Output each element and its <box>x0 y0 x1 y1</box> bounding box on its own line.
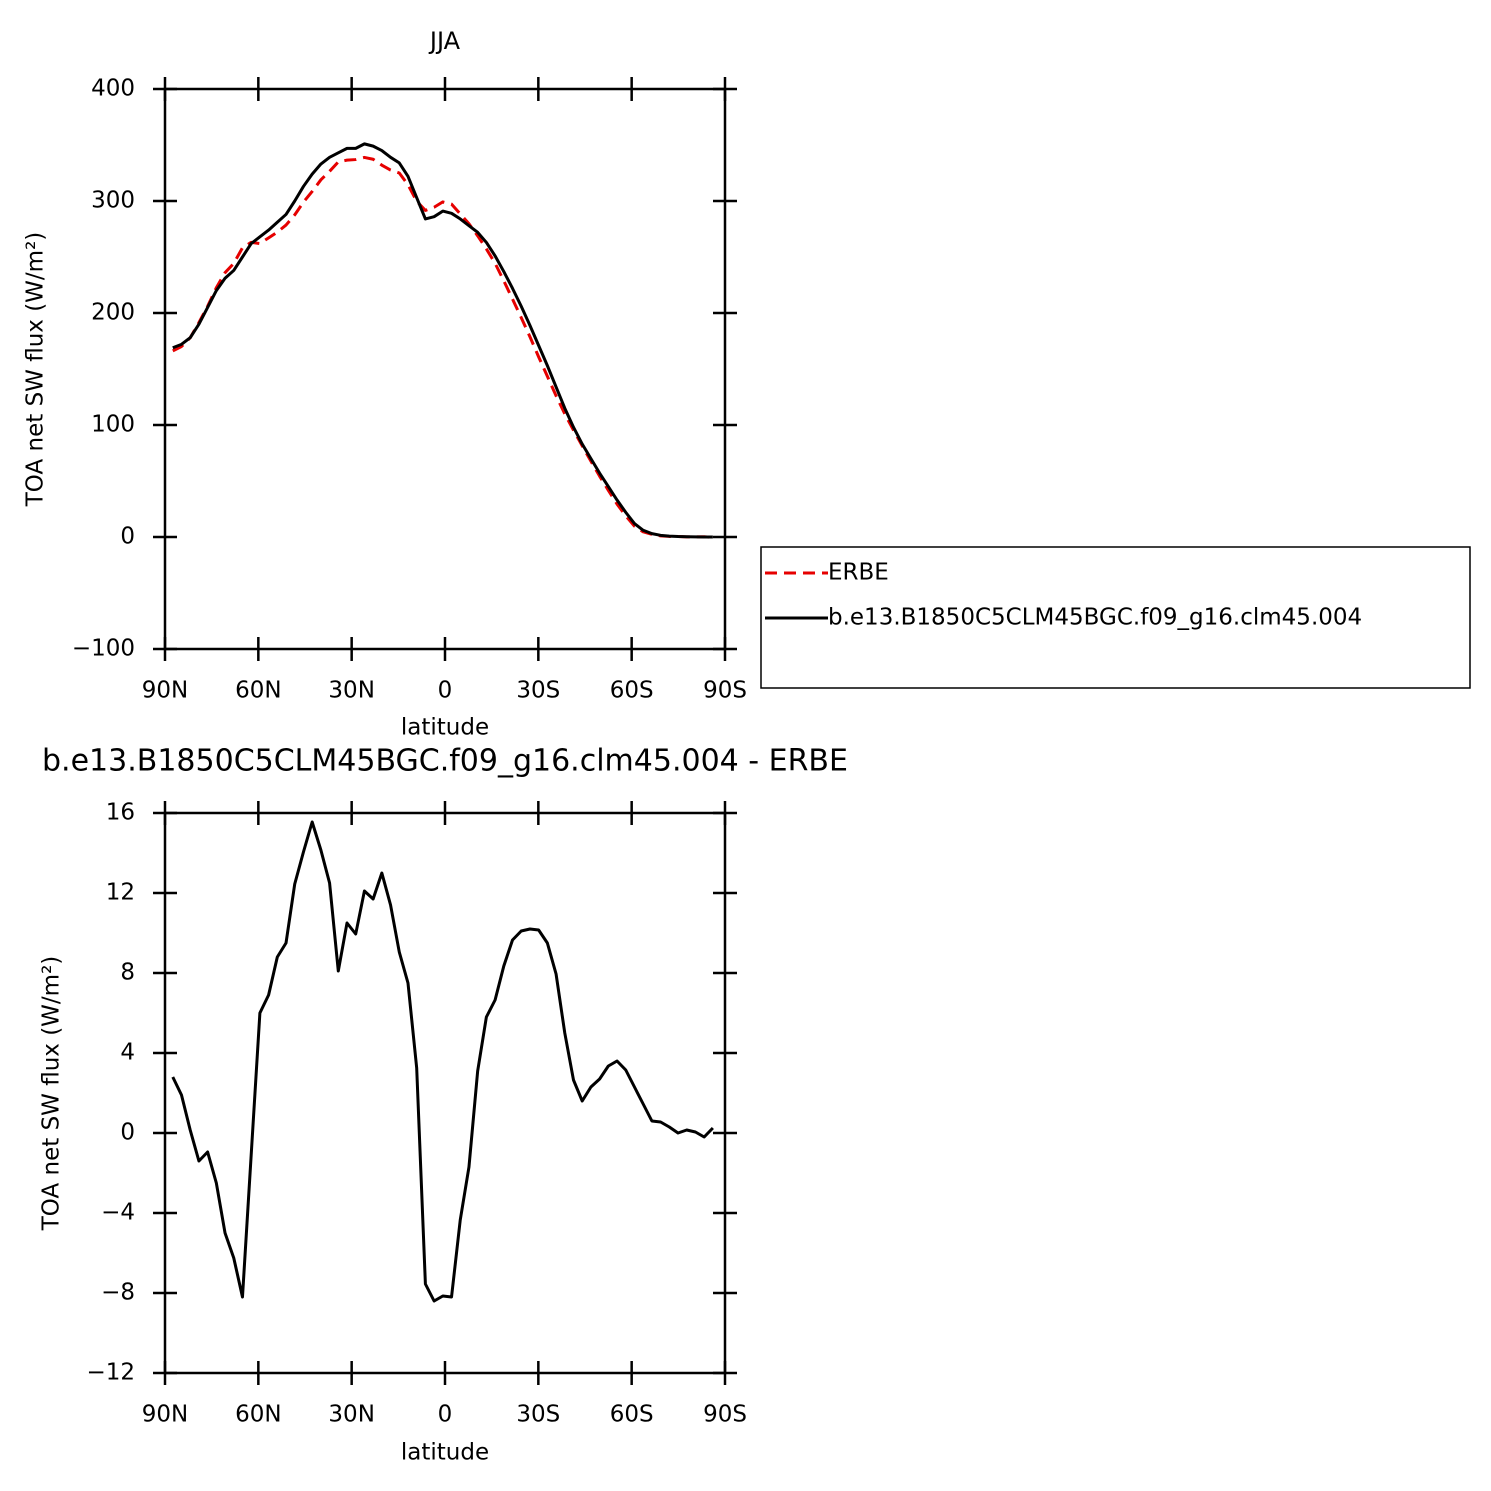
y-tick-label: 4 <box>120 1040 135 1066</box>
plot-frame <box>163 811 727 1375</box>
x-tick-label: 0 <box>438 1402 453 1428</box>
x-tick-label: 0 <box>438 678 453 704</box>
x-tick-label: 30N <box>328 678 374 704</box>
x-tick-label: 60N <box>235 678 281 704</box>
y-tick-label: 200 <box>91 300 135 326</box>
data-line <box>172 142 713 539</box>
y-tick-label: −100 <box>72 636 135 662</box>
chart-title: JJA <box>428 27 461 55</box>
y-tick-label: −8 <box>101 1280 135 1306</box>
chart-title: b.e13.B1850C5CLM45BGC.f09_g16.clm45.004 … <box>42 744 848 779</box>
legend-label: b.e13.B1850C5CLM45BGC.f09_g16.clm45.004 <box>828 605 1362 631</box>
legend-label: ERBE <box>828 560 889 586</box>
x-axis-label: latitude <box>401 715 489 741</box>
y-tick-label: 0 <box>120 1120 135 1146</box>
data-line <box>172 155 713 539</box>
x-tick-label: 60S <box>610 1402 654 1428</box>
y-tick-label: 16 <box>106 800 135 826</box>
y-tick-label: 100 <box>91 412 135 438</box>
y-axis-label: TOA net SW flux (W/m²) <box>23 232 49 508</box>
x-tick-label: 90N <box>142 1402 188 1428</box>
x-tick-label: 30S <box>516 1402 560 1428</box>
x-axis-label: latitude <box>401 1440 489 1466</box>
y-axis-label: TOA net SW flux (W/m²) <box>39 956 65 1232</box>
x-tick-label: 30N <box>328 1402 374 1428</box>
data-line <box>171 820 714 1303</box>
y-tick-label: 300 <box>91 188 135 214</box>
x-tick-label: 30S <box>516 678 560 704</box>
x-tick-label: 90N <box>142 678 188 704</box>
legend-box <box>760 546 1471 689</box>
x-tick-label: 90S <box>703 1402 747 1428</box>
y-tick-label: 8 <box>120 960 135 986</box>
y-tick-label: 400 <box>91 76 135 102</box>
x-tick-label: 60N <box>235 1402 281 1428</box>
x-tick-label: 90S <box>703 678 747 704</box>
y-tick-label: 12 <box>106 880 135 906</box>
y-tick-label: −4 <box>101 1200 135 1226</box>
plot-frame <box>163 87 727 651</box>
y-tick-label: −12 <box>86 1360 135 1386</box>
x-tick-label: 60S <box>610 678 654 704</box>
y-tick-label: 0 <box>120 524 135 550</box>
